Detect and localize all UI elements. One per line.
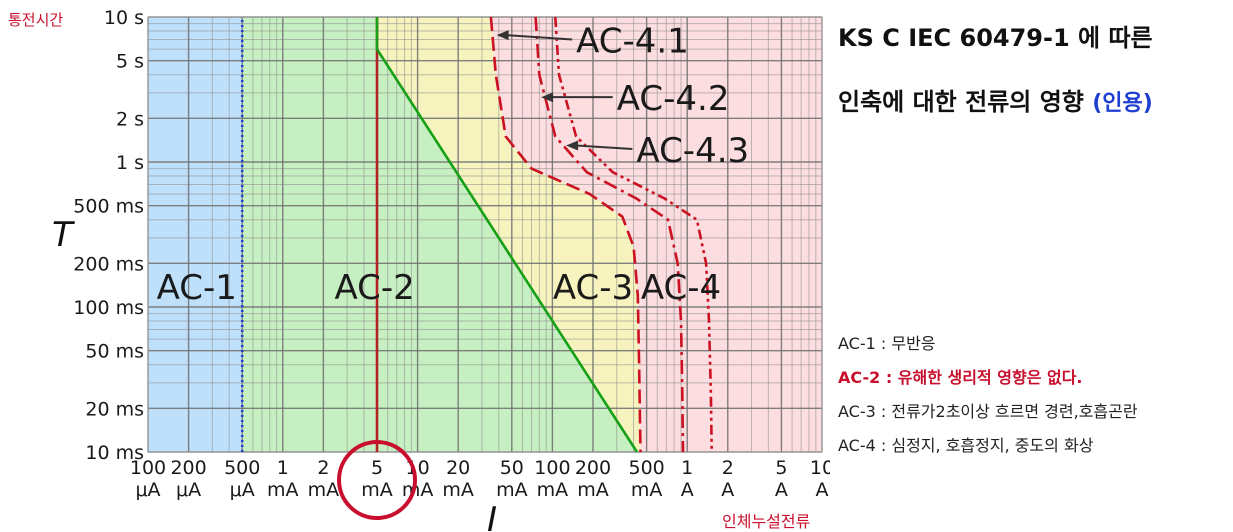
x-axis-title: I: [487, 500, 497, 532]
x-tick-unit: mA: [267, 479, 299, 501]
legend-item-ac2: AC-2 : 유해한 생리적 영향은 없다.: [838, 368, 1083, 387]
plot-frame: [147, 16, 823, 453]
zone-label-ac-4: AC-4: [641, 268, 721, 308]
zone-label-ac-3: AC-3: [553, 268, 633, 308]
x-tick-label: 1: [277, 457, 289, 479]
x-tick-unit: A: [681, 479, 694, 501]
x-bottom-label: 인체누설전류: [722, 512, 810, 531]
x-tick-unit: mA: [361, 479, 393, 501]
x-tick-label: 200: [170, 457, 206, 479]
series-line-c3: [554, 16, 713, 453]
x-tick-label: 2: [722, 457, 734, 479]
x-tick-unit: μA: [230, 479, 255, 501]
x-tick-label: 2: [317, 457, 329, 479]
title-note: (인용): [1092, 91, 1153, 116]
y-tick-label: 10 s: [104, 7, 144, 29]
x-tick-unit: mA: [442, 479, 474, 501]
x-tick-unit: A: [721, 479, 734, 501]
y-tick-label: 100 ms: [73, 297, 144, 319]
title-line-1: KS C IEC 60479-1 에 따른: [838, 24, 1153, 52]
x-tick-unit: mA: [577, 479, 609, 501]
highlight-circle: [337, 440, 418, 520]
annotation-arrow-line: [576, 144, 633, 150]
y-tick-label: 500 ms: [73, 196, 144, 218]
x-tick-label: 20: [446, 457, 470, 479]
x-tick-label: 500: [224, 457, 260, 479]
x-tick-label: 200: [575, 457, 611, 479]
zone-ac2: [242, 17, 637, 452]
legend-item-ac4: AC-4 : 심정지, 호흡정지, 중도의 화상: [838, 436, 1094, 455]
legend-item-ac1: AC-1 : 무반응: [838, 334, 936, 353]
x-tick-label: 500: [628, 457, 664, 479]
annotation-arrow-head: [566, 140, 579, 151]
legend: AC-1 : 무반응 AC-2 : 유해한 생리적 영향은 없다. AC-3 :…: [838, 332, 1138, 468]
x-tick-label: 10: [810, 457, 830, 479]
series-line-c: [375, 17, 639, 453]
zone-label-ac-2: AC-2: [334, 268, 414, 308]
zone-label-ac-1: AC-1: [157, 268, 237, 308]
annotation-arrow-head: [496, 30, 509, 41]
x-tick-label: 5: [371, 457, 383, 479]
annotation-label: AC-4.2: [617, 79, 730, 119]
y-top-label: 통전시간: [8, 11, 63, 29]
y-tick-label: 1 s: [116, 152, 144, 174]
legend-item-ac3: AC-3 : 전류가2초이상 흐르면 경련,호흡곤란: [838, 402, 1138, 421]
x-tick-label: 100: [534, 457, 570, 479]
y-axis-title: T: [52, 215, 75, 255]
x-tick-unit: mA: [496, 479, 528, 501]
x-tick-unit: μA: [176, 479, 201, 501]
series-line-c2: [534, 16, 685, 453]
annotation-label: AC-4.1: [576, 21, 689, 61]
x-tick-label: 5: [775, 457, 787, 479]
x-tick-unit: mA: [308, 479, 340, 501]
zone-ac1: [148, 17, 243, 452]
title-line-2: 인축에 대한 전류의 영향 (인용): [838, 82, 1153, 117]
y-tick-label: 10 ms: [85, 442, 144, 464]
x-tick-label: 1: [681, 457, 693, 479]
x-tick-unit: A: [816, 479, 829, 501]
y-tick-label: 5 s: [116, 51, 144, 73]
title-main: 인축에 대한 전류의 영향: [838, 88, 1084, 116]
x-tick-unit: μA: [135, 479, 160, 501]
x-tick-unit: A: [775, 479, 788, 501]
x-tick-unit: mA: [402, 479, 434, 501]
x-tick-label: 50: [500, 457, 524, 479]
annotation-label: AC-4.3: [636, 131, 749, 171]
y-tick-label: 20 ms: [85, 398, 144, 420]
y-tick-label: 200 ms: [73, 253, 144, 275]
y-tick-label: 2 s: [116, 108, 144, 130]
x-tick-label: 100: [130, 457, 166, 479]
chart: AC-1 AC-2 AC-3 AC-4 AC-4.1 AC-4.2 AC-4.3 10 s 5 …: [8, 7, 830, 532]
x-tick-unit: mA: [537, 479, 569, 501]
x-tick-unit: mA: [631, 479, 663, 501]
series-line-c1: [489, 16, 642, 453]
annotation-arrow-line: [506, 34, 573, 41]
annotation-arrow-head: [541, 92, 554, 103]
y-tick-label: 50 ms: [85, 341, 144, 363]
